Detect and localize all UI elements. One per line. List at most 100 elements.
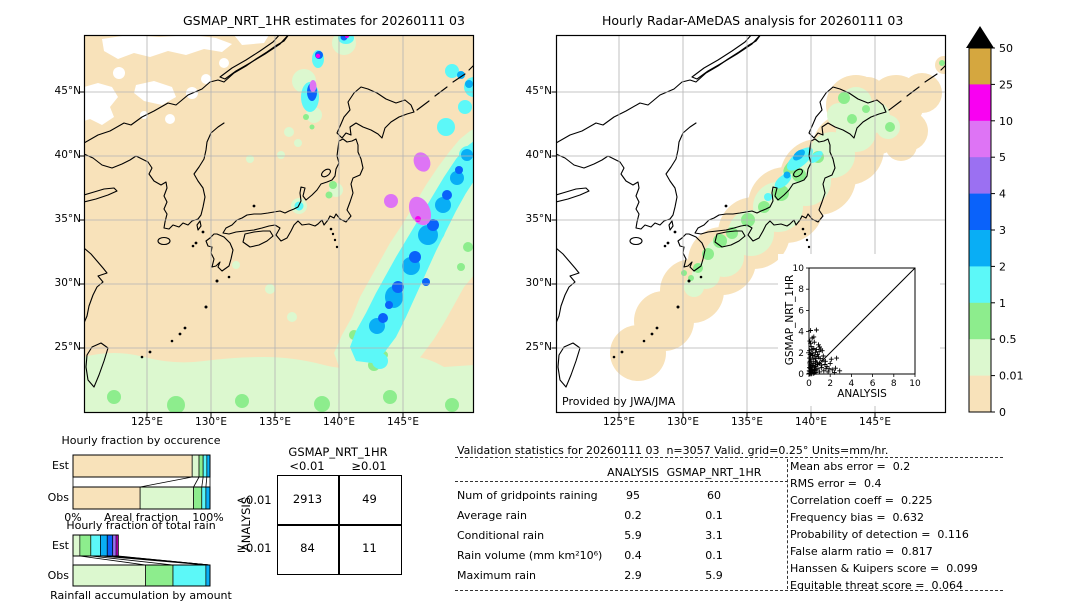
bar-connector: [205, 476, 208, 488]
identity-line: [808, 267, 916, 375]
contingency-row-label-ge: ≥0.01: [236, 541, 272, 555]
bar-connector: [193, 476, 200, 488]
data-credit: Provided by JWA/JMA: [562, 395, 676, 408]
contingency-row-label-lt: <0.01: [236, 493, 272, 507]
contingency-cell-10: 84: [300, 541, 315, 555]
left-map-lat-tick: 30°N: [54, 277, 81, 289]
bar-segment: [72, 564, 146, 587]
inset-y-tick-label: 4: [798, 328, 804, 338]
bar-segment: [205, 564, 211, 587]
validation-analysis-value: 2.9: [624, 569, 642, 582]
validation-row-label: Rain volume (mm km²10⁶): [457, 549, 603, 562]
validation-row: Num of gridpoints raining 95 60: [457, 486, 787, 506]
left-map-lon-tick: 130°E: [195, 416, 227, 428]
inset-y-tick-label: 8: [798, 285, 804, 295]
colorbar-segment: [969, 302, 991, 340]
score-line: Frequency bias = 0.632: [790, 511, 925, 524]
divider-colheads: [455, 481, 788, 482]
validation-row-label: Average rain: [457, 509, 527, 522]
areal-fraction-axis-label: Areal fraction: [103, 511, 179, 524]
inset-y-axis-label: GSMAP_NRT_1HR: [784, 274, 796, 366]
divider-top: [455, 457, 1003, 458]
left-map-lat-tick: 40°N: [54, 149, 81, 161]
inset-x-axis-label: ANALYSIS: [837, 388, 887, 400]
score-line: Hanssen & Kuipers score = 0.099: [790, 562, 978, 575]
bar-segment: [193, 486, 203, 510]
validation-row: Rain volume (mm km²10⁶) 0.4 0.1: [457, 546, 787, 566]
inset-y-tick-label: 0: [798, 370, 804, 380]
contingency-col-label-lt: <0.01: [289, 459, 325, 473]
right-map-lat-tick: 35°N: [525, 213, 552, 225]
colorbar-segment: [969, 84, 991, 122]
colorbar-tick-label: 5: [999, 151, 1006, 164]
contingency-cell-00: 2913: [292, 492, 323, 506]
total-rain-chart-title: Hourly fraction of total rain: [66, 519, 216, 532]
validation-gsmap-value: 0.1: [705, 549, 723, 562]
right-map-lon-tick: 130°E: [667, 416, 699, 428]
inset-scatter-panel: 0 0 2 2 4 4 6 6 8 8 10 10: [778, 254, 940, 406]
areal-fraction-max: 100%: [192, 511, 224, 524]
right-map-lon-tick: 135°E: [731, 416, 763, 428]
skill-scores: Mean abs error = 0.2 RMS error = 0.4 Corre…: [790, 460, 978, 596]
bar-segment: [139, 486, 194, 510]
bar-segment: [79, 534, 92, 557]
right-map-lat-tick: 40°N: [525, 149, 552, 161]
validation-gsmap-value: 60: [707, 489, 721, 502]
bar-segment: [145, 564, 174, 587]
colorbar-overflow-triangle: [966, 26, 994, 48]
left-map-lat-tick: 25°N: [54, 341, 81, 353]
score-line: Correlation coeff = 0.225: [790, 494, 933, 507]
bar-segment: [72, 534, 81, 557]
left-map-lon-tick: 140°E: [323, 416, 355, 428]
score-line: Probability of detection = 0.116: [790, 528, 969, 541]
validation-gsmap-value: 3.1: [705, 529, 723, 542]
inset-x-tick-label: 10: [909, 379, 921, 389]
bar-outline: [72, 454, 211, 478]
validation-row: Conditional rain 5.9 3.1: [457, 526, 787, 546]
bar-connector: [201, 476, 204, 488]
colorbar-tick-label: 0.5: [999, 333, 1017, 346]
inset-x-tick-label: 4: [849, 379, 855, 389]
colorbar-tick-label: 1: [999, 297, 1006, 310]
score-line: False alarm ratio = 0.817: [790, 545, 933, 558]
bar-segment: [205, 486, 211, 510]
right-map-title: Hourly Radar-AMeDAS analysis for 2026011…: [602, 13, 904, 28]
right-map-lat-tick: 45°N: [525, 85, 552, 97]
total-rain-est-label: Est: [52, 539, 69, 552]
validation-rows: Num of gridpoints raining 95 60 Average rai…: [457, 486, 787, 586]
bar-outline: [72, 534, 119, 557]
left-map-lon-tick: 125°E: [131, 416, 163, 428]
validation-row-label: Maximum rain: [457, 569, 536, 582]
bar-segment: [90, 534, 101, 557]
bar-segment: [191, 454, 200, 478]
occurrence-est-label: Est: [52, 459, 69, 472]
left-map-lon-tick: 145°E: [387, 416, 419, 428]
colorbar: 50 25 10 5 4 3 2 1 0.5 0.01 0: [966, 26, 1024, 419]
colorbar-tick-label: 0: [999, 406, 1006, 419]
scatter-points: [806, 327, 843, 377]
colorbar-tick-label: 10: [999, 115, 1013, 128]
bar-segment: [72, 486, 141, 510]
validation-gsmap-value: 0.1: [705, 509, 723, 522]
bar-segment: [172, 564, 207, 587]
left-map-title: GSMAP_NRT_1HR estimates for 20260111 03: [183, 13, 465, 28]
inset-x-tick-label: 0: [806, 379, 812, 389]
colorbar-segment: [969, 48, 991, 85]
colorbar-tick-label: 0.01: [999, 370, 1024, 383]
gsmap-estimate-map: [79, 34, 475, 418]
colorbar-segment: [969, 193, 991, 231]
colorbar-segment: [969, 375, 991, 413]
total-rain-obs-label: Obs: [47, 569, 69, 582]
contingency-cell-11: 11: [362, 541, 377, 555]
inset-y-tick-label: 10: [793, 264, 805, 274]
divider-bottom: [455, 590, 1003, 591]
validation-analysis-value: 0.2: [624, 509, 642, 522]
validation-analysis-value: 5.9: [624, 529, 642, 542]
colorbar-tick-label: 50: [999, 42, 1013, 55]
divider-vertical: [787, 459, 788, 589]
inset-x-tick-label: 8: [891, 379, 897, 389]
areal-fraction-min: 0%: [64, 511, 82, 524]
right-map-lon-tick: 145°E: [859, 416, 891, 428]
score-line: Equitable threat score = 0.064: [790, 579, 963, 592]
